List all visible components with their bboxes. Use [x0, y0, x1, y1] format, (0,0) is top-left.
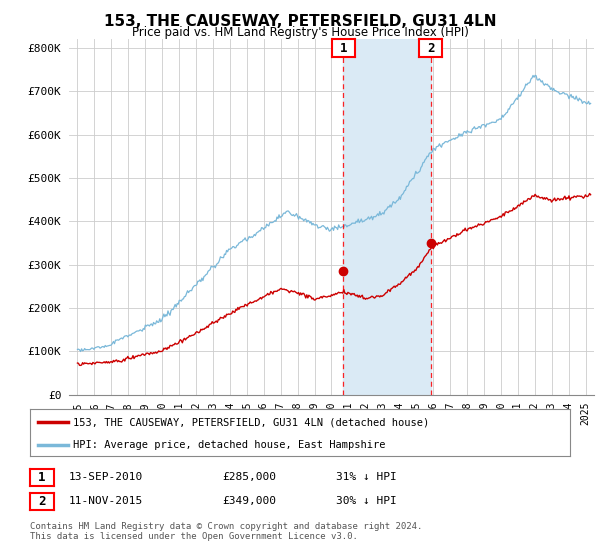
Text: 153, THE CAUSEWAY, PETERSFIELD, GU31 4LN (detached house): 153, THE CAUSEWAY, PETERSFIELD, GU31 4LN…	[73, 417, 430, 427]
Text: 153, THE CAUSEWAY, PETERSFIELD, GU31 4LN: 153, THE CAUSEWAY, PETERSFIELD, GU31 4LN	[104, 14, 496, 29]
Text: 2: 2	[38, 494, 46, 508]
Text: £285,000: £285,000	[222, 472, 276, 482]
Text: 2: 2	[427, 41, 434, 55]
Text: Price paid vs. HM Land Registry's House Price Index (HPI): Price paid vs. HM Land Registry's House …	[131, 26, 469, 39]
Text: 31% ↓ HPI: 31% ↓ HPI	[336, 472, 397, 482]
Text: Contains HM Land Registry data © Crown copyright and database right 2024.
This d: Contains HM Land Registry data © Crown c…	[30, 522, 422, 542]
Text: 30% ↓ HPI: 30% ↓ HPI	[336, 496, 397, 506]
Text: 1: 1	[340, 41, 347, 55]
Text: HPI: Average price, detached house, East Hampshire: HPI: Average price, detached house, East…	[73, 440, 386, 450]
Text: 11-NOV-2015: 11-NOV-2015	[69, 496, 143, 506]
Text: £349,000: £349,000	[222, 496, 276, 506]
Bar	[343, 39, 431, 395]
Text: 1: 1	[38, 470, 46, 484]
Text: 13-SEP-2010: 13-SEP-2010	[69, 472, 143, 482]
